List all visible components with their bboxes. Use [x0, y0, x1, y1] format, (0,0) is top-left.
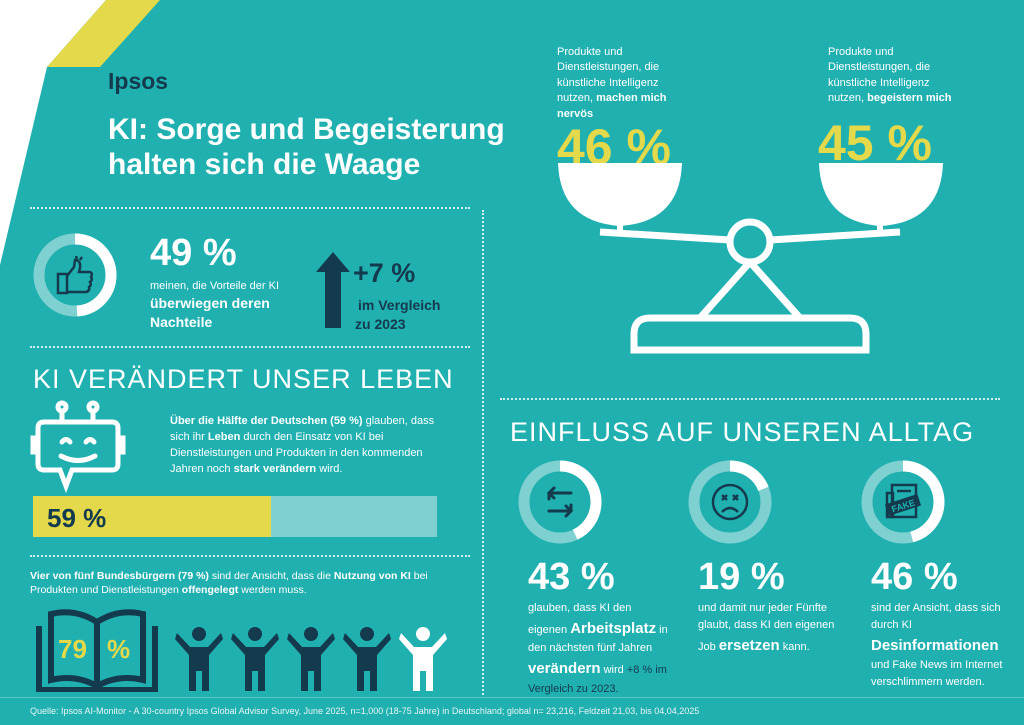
benefits-value: 49 %	[150, 232, 237, 274]
donut-fill	[861, 460, 945, 544]
influence-text: sind der Ansicht, dass sich durch KI Des…	[871, 600, 1011, 691]
fake-news-icon: FAKE	[884, 483, 922, 519]
text: +8 % im Vergleich zu 2023.	[528, 664, 667, 695]
white-corner	[0, 0, 106, 265]
text: wird	[600, 664, 627, 677]
divider	[30, 207, 470, 209]
donut-fill	[33, 233, 117, 317]
change-line: im Vergleich	[358, 297, 441, 313]
influence-donut	[518, 460, 602, 544]
source-note: Quelle: Ipsos AI-Monitor - A 30-country …	[30, 706, 700, 716]
book-unit: %	[107, 634, 131, 664]
brand-logo: Ipsos	[108, 68, 169, 94]
label-text: Produkte und Dienstleistungen, die künst…	[828, 46, 931, 105]
text: sind der Ansicht, dass die	[208, 570, 334, 582]
bold-text: Arbeitsplatz	[570, 620, 657, 638]
dizzy-sad-face-icon	[711, 483, 749, 521]
label-text: Produkte und Dienstleistungen, die künst…	[557, 46, 660, 105]
benefits-donut	[33, 233, 117, 317]
person-icon	[343, 627, 391, 691]
bold-text: Über die Hälfte der Deutschen (59 %)	[170, 415, 363, 427]
bold-text: offengelegt	[181, 583, 239, 596]
divider	[500, 398, 1000, 400]
bold-line: überwiegen deren	[150, 295, 270, 311]
life-heading: KI VERÄNDERT UNSER LEBEN	[33, 364, 454, 394]
person-icon	[175, 627, 223, 691]
bold-text: ersetzen	[718, 637, 780, 655]
person-icon	[231, 627, 279, 691]
label-bold: machen mich nervös	[557, 92, 667, 120]
life-paragraph: Über die Hälfte der Deutschen (59 %) gla…	[170, 414, 440, 478]
influence-donut	[861, 460, 945, 544]
influence-donut	[688, 460, 772, 544]
life-progress-fill	[33, 496, 272, 537]
text: kann.	[779, 641, 810, 654]
person-icon	[287, 627, 335, 691]
change-text: im Vergleich zu 2023	[355, 296, 440, 334]
text: und damit nur jeder Fünfte glaubt, dass …	[698, 602, 835, 654]
thumbs-up-icon	[56, 256, 94, 295]
text: glauben, dass KI den eigenen	[528, 602, 632, 637]
benefits-bold: überwiegen deren Nachteile	[150, 294, 270, 332]
right-bowl	[819, 163, 943, 226]
disclosure-paragraph: Vier von fünf Bundesbürgern (79 %) sind …	[30, 570, 470, 597]
bold-text: Vier von fünf Bundesbürgern (79 %)	[30, 570, 209, 582]
bold-text: verändern	[528, 660, 601, 678]
influence-value: 43 %	[528, 556, 615, 598]
scale-right-value: 45 %	[818, 115, 932, 171]
influence-text: glauben, dass KI den eigenen Arbeitsplat…	[528, 600, 668, 698]
text: bei Produkten und Dienstleistungen	[30, 570, 428, 596]
benefits-text: meinen, die Vorteile der KI	[150, 280, 280, 292]
text: und Fake News im Internet verschlimmern …	[871, 659, 1003, 689]
life-progress-label: 59 %	[47, 503, 107, 533]
donut-fill	[518, 460, 602, 544]
bold-text: Desinformationen	[871, 637, 999, 655]
left-bowl	[558, 163, 682, 226]
influence-heading: EINFLUSS AUF UNSEREN ALLTAG	[510, 417, 975, 447]
title-line-1: KI: Sorge und Begeisterung	[108, 113, 505, 146]
title-line-2: halten sich die Waage	[108, 148, 421, 181]
influence-text: und damit nur jeder Fünfte glaubt, dass …	[698, 600, 838, 657]
bold-text: Leben	[207, 430, 241, 443]
text: wird.	[316, 462, 343, 475]
scale-left-label: Produkte und Dienstleistungen, die künst…	[557, 45, 697, 122]
change-value: +7 %	[353, 258, 416, 288]
label-bold: begeistern mich	[867, 92, 952, 105]
person-icon	[399, 627, 447, 691]
robot-chat-icon	[30, 400, 126, 494]
bold-text: Nutzung von KI	[333, 570, 411, 582]
text: glauben, dass sich ihr	[170, 415, 435, 443]
page-title: KI: Sorge und Begeisterung halten sich d…	[108, 112, 505, 182]
life-progress-bar: 59 %	[33, 496, 437, 537]
scale-right-label: Produkte und Dienstleistungen, die künst…	[828, 45, 968, 107]
donut-fill	[688, 460, 772, 544]
swap-arrows-icon	[546, 486, 574, 518]
bold-text: stark verändern	[233, 462, 317, 475]
divider	[30, 555, 470, 557]
text: in den nächsten fünf Jahren	[528, 624, 668, 655]
text: durch den Einsatz von KI bei Dienstleist…	[170, 430, 423, 475]
text: werden muss.	[238, 583, 307, 596]
arrow-up-icon	[316, 252, 350, 328]
change-line: zu 2023	[355, 316, 406, 332]
bold-line: Nachteile	[150, 314, 213, 330]
people-icons	[175, 625, 455, 691]
book-value: 79	[58, 634, 87, 664]
footer-divider	[0, 697, 1024, 698]
open-book-icon	[36, 609, 158, 692]
text: sind der Ansicht, dass sich durch KI	[871, 602, 1001, 632]
yellow-band	[47, 0, 160, 67]
influence-value: 46 %	[871, 556, 958, 598]
influence-value: 19 %	[698, 556, 785, 598]
divider-vertical	[482, 210, 484, 695]
divider	[30, 346, 470, 348]
balance-scale-icon	[599, 218, 901, 354]
